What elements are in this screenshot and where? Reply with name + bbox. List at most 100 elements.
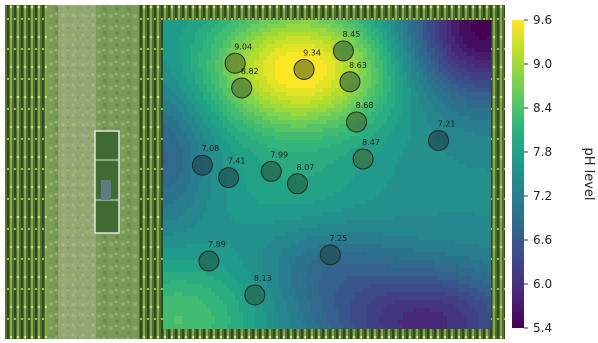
- heatmap-cell: [247, 28, 252, 33]
- heatmap-cell: [427, 84, 432, 89]
- heatmap-cell: [167, 164, 172, 169]
- heatmap-cell: [411, 212, 416, 217]
- heatmap-cell: [195, 216, 200, 221]
- heatmap-cell: [399, 56, 404, 61]
- heatmap-cell: [355, 36, 360, 41]
- heatmap-cell: [235, 248, 240, 253]
- heatmap-cell: [179, 64, 184, 69]
- heatmap-cell: [255, 160, 260, 165]
- heatmap-cell: [283, 192, 288, 197]
- heatmap-cell: [439, 24, 444, 29]
- heatmap-cell: [311, 180, 316, 185]
- heatmap-cell: [459, 84, 464, 89]
- heatmap-cell: [275, 248, 280, 253]
- heatmap-cell: [299, 80, 304, 85]
- heatmap-cell: [295, 48, 300, 53]
- heatmap-cell: [267, 184, 272, 189]
- heatmap-cell: [335, 212, 340, 217]
- heatmap-cell: [243, 176, 248, 181]
- heatmap-cell: [479, 72, 484, 77]
- heatmap-cell: [335, 240, 340, 245]
- heatmap-cell: [423, 132, 428, 137]
- heatmap-cell: [187, 64, 192, 69]
- heatmap-cell: [223, 208, 228, 213]
- heatmap-cell: [431, 168, 436, 173]
- heatmap-cell: [399, 108, 404, 113]
- heatmap-cell: [171, 232, 176, 237]
- heatmap-cell: [167, 44, 172, 49]
- heatmap-cell: [243, 44, 248, 49]
- heatmap-cell: [303, 172, 308, 177]
- heatmap-cell: [407, 72, 412, 77]
- heatmap-cell: [347, 188, 352, 193]
- heatmap-cell: [483, 172, 488, 177]
- heatmap-cell: [435, 208, 440, 213]
- heatmap-cell: [291, 84, 296, 89]
- heatmap-cell: [323, 208, 328, 213]
- heatmap-cell: [455, 28, 460, 33]
- heatmap-cell: [415, 84, 420, 89]
- heatmap-cell: [311, 176, 316, 181]
- heatmap-cell: [423, 164, 428, 169]
- heatmap-cell: [183, 152, 188, 157]
- heatmap-cell: [219, 32, 224, 37]
- heatmap-cell: [451, 100, 456, 105]
- heatmap-cell: [399, 112, 404, 117]
- heatmap-cell: [367, 60, 372, 65]
- heatmap-cell: [443, 52, 448, 57]
- heatmap-cell: [427, 60, 432, 65]
- heatmap-cell: [435, 160, 440, 165]
- heatmap-cell: [183, 220, 188, 225]
- heatmap-cell: [371, 24, 376, 29]
- heatmap-cell: [367, 236, 372, 241]
- heatmap-cell: [275, 256, 280, 261]
- heatmap-cell: [391, 44, 396, 49]
- heatmap-cell: [447, 180, 452, 185]
- heatmap-cell: [271, 48, 276, 53]
- heatmap-cell: [359, 196, 364, 201]
- heatmap-cell: [419, 160, 424, 165]
- heatmap-cell: [375, 184, 380, 189]
- heatmap-cell: [319, 184, 324, 189]
- heatmap-cell: [459, 52, 464, 57]
- heatmap-cell: [195, 184, 200, 189]
- heatmap-cell: [207, 40, 212, 45]
- heatmap-cell: [303, 36, 308, 41]
- heatmap-cell: [439, 152, 444, 157]
- heatmap-cell: [399, 28, 404, 33]
- heatmap-cell: [195, 44, 200, 49]
- heatmap-cell: [395, 92, 400, 97]
- heatmap-cell: [187, 60, 192, 65]
- heatmap-cell: [355, 24, 360, 29]
- heatmap-cell: [171, 176, 176, 181]
- heatmap-cell: [291, 252, 296, 257]
- heatmap-cell: [179, 108, 184, 113]
- heatmap-cell: [419, 116, 424, 121]
- heatmap-cell: [235, 124, 240, 129]
- heatmap-cell: [423, 120, 428, 125]
- heatmap-cell: [487, 208, 491, 213]
- heatmap-cell: [375, 192, 380, 197]
- heatmap-cell: [243, 260, 248, 265]
- heatmap-cell: [275, 220, 280, 225]
- heatmap-cell: [427, 64, 432, 69]
- heatmap-cell: [375, 108, 380, 113]
- heatmap-cell: [211, 208, 216, 213]
- heatmap-cell: [307, 200, 312, 205]
- heatmap-cell: [427, 192, 432, 197]
- heatmap-cell: [187, 132, 192, 137]
- heatmap-cell: [283, 60, 288, 65]
- heatmap-cell: [371, 176, 376, 181]
- heatmap-cell: [387, 168, 392, 173]
- heatmap-cell: [211, 192, 216, 197]
- heatmap-cell: [275, 64, 280, 69]
- heatmap-cell: [363, 84, 368, 89]
- heatmap-cell: [339, 192, 344, 197]
- heatmap-cell: [295, 160, 300, 165]
- heatmap-cell: [167, 196, 172, 201]
- heatmap-cell: [175, 52, 180, 57]
- heatmap-cell: [259, 220, 264, 225]
- heatmap-cell: [299, 116, 304, 121]
- heatmap-cell: [431, 32, 436, 37]
- heatmap-cell: [287, 104, 292, 109]
